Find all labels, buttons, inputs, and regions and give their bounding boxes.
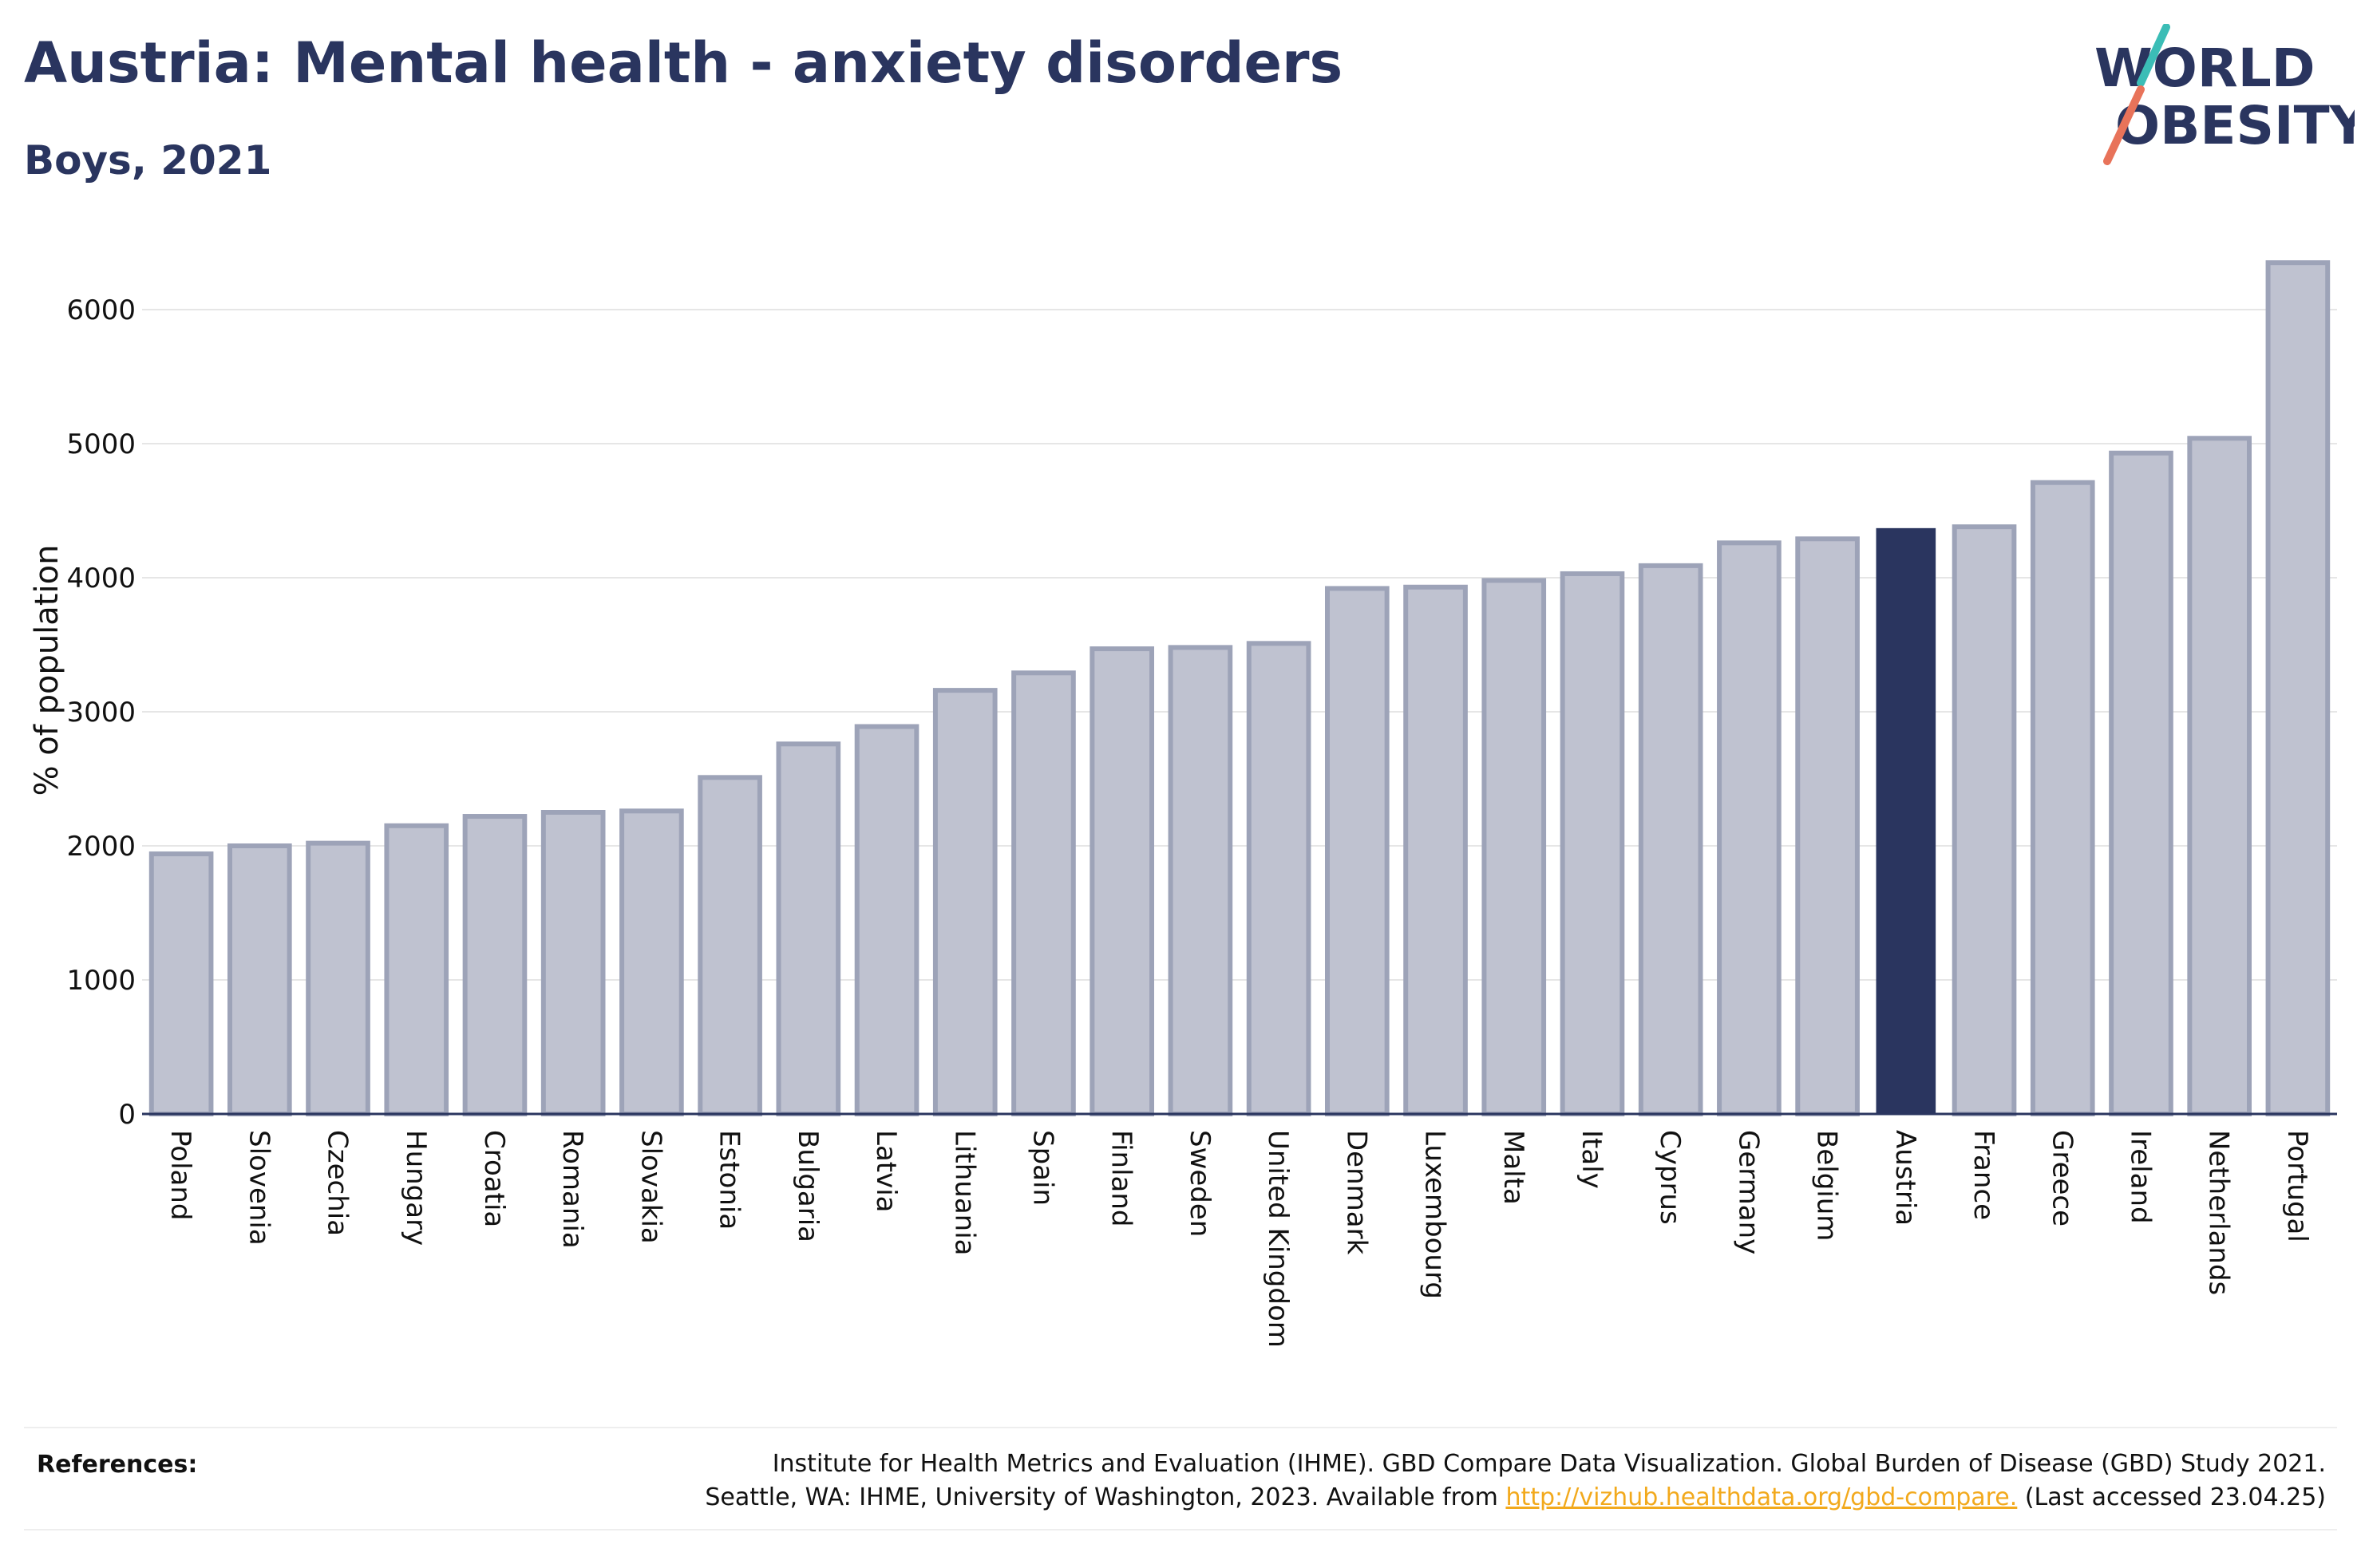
x-category-label: Czechia [322,1130,354,1236]
x-category-label: Luxembourg [1419,1130,1451,1299]
bar-hungary [384,823,449,1117]
x-category-label: Portugal [2281,1130,2313,1242]
bar-romania [540,810,606,1116]
world-obesity-logo: WORLD OBESITY [2094,24,2355,165]
x-category-label: Lithuania [948,1130,980,1255]
bar-united-kingdom [1246,641,1311,1116]
logo-text-obesity: OBESITY [2115,95,2355,156]
bars [148,260,2331,1117]
bar-croatia [462,814,528,1116]
y-axis-label: % of population [29,545,65,796]
x-category-label: Greece [2046,1130,2078,1226]
x-category-label: Ireland [2124,1130,2156,1224]
x-category-label: Bulgaria [792,1130,824,1242]
x-category-label: Latvia [870,1130,902,1213]
references-box: References: Institute for Health Metrics… [24,1427,2337,1530]
bar-france [1952,524,2017,1116]
x-category-label: Slovenia [243,1130,275,1246]
y-tick-label: 1000 [66,965,136,997]
x-category-label: Austria [1889,1130,1921,1226]
bar-bulgaria [776,741,841,1116]
x-category-label: Italy [1576,1130,1608,1189]
bar-chart: 0 1000 2000 3000 4000 5000 6000 Poland Slovenia… [29,260,2337,1348]
x-category-label: Germany [1732,1130,1764,1254]
y-tick-label: 0 [118,1099,136,1131]
x-category-label: France [1968,1130,1999,1220]
bar-estonia [698,775,762,1116]
x-category-label: Cyprus [1654,1130,1686,1225]
bar-germany [1717,540,1782,1116]
y-tick-label: 6000 [66,294,136,326]
bar-poland [148,851,214,1116]
y-tick-label: 2000 [66,831,136,863]
bar-finland [1090,646,1155,1116]
y-tick-label: 4000 [66,563,136,594]
chart-subtitle: Boys, 2021 [24,137,272,184]
x-axis-labels: Poland Slovenia Czechia Hungary Croatia Roman… [164,1130,2313,1348]
y-tick-label: 5000 [66,429,136,460]
references-label: References: [37,1451,198,1479]
reference-line1: Institute for Health Metrics and Evaluat… [772,1450,2326,1478]
bar-austria [1876,527,1936,1114]
logo-text-world: WORLD [2094,38,2316,99]
bar-portugal [2265,260,2331,1117]
bar-ireland [2109,450,2173,1116]
logo-slash-coral [2103,85,2145,165]
bar-slovakia [619,808,684,1116]
bar-greece [2030,480,2095,1116]
x-category-label: United Kingdom [1262,1130,1294,1348]
bar-netherlands [2187,436,2252,1116]
bar-belgium [1795,536,1860,1116]
x-category-label: Hungary [400,1130,432,1246]
reference-line2-prefix: Seattle, WA: IHME, University of Washing… [705,1483,1498,1511]
x-category-label: Finland [1105,1130,1137,1227]
x-category-label: Spain [1026,1130,1058,1206]
reference-line2-suffix: (Last accessed 23.04.25) [2024,1483,2326,1511]
x-category-label: Denmark [1340,1130,1372,1255]
reference-link[interactable]: http://vizhub.healthdata.org/gbd-compare… [1505,1483,2018,1511]
bar-cyprus [1638,563,1703,1116]
x-category-label: Belgium [1811,1130,1843,1241]
bar-latvia [854,724,919,1116]
x-category-label: Croatia [478,1130,510,1227]
x-category-label: Malta [1497,1130,1529,1205]
chart-title: Austria: Mental health - anxiety disorde… [24,30,1343,96]
x-category-label: Estonia [714,1130,745,1230]
bar-denmark [1325,586,1390,1116]
y-axis-ticks: 0 1000 2000 3000 4000 5000 6000 [66,294,136,1131]
x-category-label: Netherlands [2203,1130,2235,1295]
references-text: Institute for Health Metrics and Evaluat… [490,1448,2326,1515]
bar-slovenia [227,843,292,1116]
bar-sweden [1168,645,1233,1116]
logo-slash-teal [2137,24,2170,87]
x-category-label: Romania [556,1130,588,1249]
x-category-label: Sweden [1184,1130,1216,1237]
y-tick-label: 3000 [66,697,136,729]
x-category-label: Slovakia [635,1130,666,1244]
bar-czechia [306,840,370,1116]
bar-lithuania [932,688,998,1116]
bar-malta [1481,578,1547,1116]
bar-luxembourg [1403,584,1468,1116]
bar-spain [1011,670,1076,1116]
x-category-label: Poland [164,1130,196,1221]
bar-italy [1560,571,1625,1116]
